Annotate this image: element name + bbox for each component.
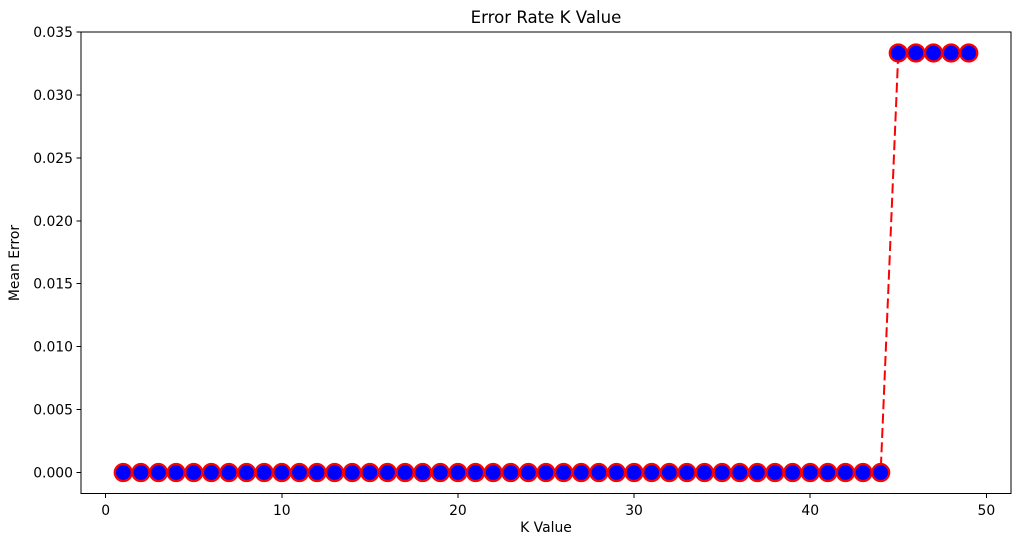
x-tick-label: 20 xyxy=(449,503,467,519)
error-rate-line xyxy=(123,51,969,474)
y-tick-label: 0.015 xyxy=(33,277,73,293)
data-point xyxy=(131,462,151,483)
data-point xyxy=(659,462,679,483)
data-point xyxy=(589,462,609,483)
x-axis-label: K Value xyxy=(520,520,572,536)
data-point xyxy=(800,462,820,483)
data-point xyxy=(941,43,961,63)
data-point xyxy=(166,462,186,483)
data-point xyxy=(853,462,873,483)
x-tick-label: 10 xyxy=(273,503,291,519)
y-tick-label: 0.000 xyxy=(33,466,73,482)
y-tick-label: 0.025 xyxy=(33,151,73,167)
data-point xyxy=(959,43,979,63)
data-point xyxy=(395,462,415,483)
y-tick-label: 0.020 xyxy=(33,214,73,230)
data-point xyxy=(642,462,662,483)
data-point xyxy=(448,462,468,483)
data-point xyxy=(342,462,362,483)
data-point xyxy=(712,462,732,483)
y-axis-label: Mean Error xyxy=(7,225,23,301)
data-point xyxy=(571,462,591,483)
data-point xyxy=(747,462,768,483)
data-point xyxy=(184,462,204,483)
x-tick-label: 40 xyxy=(801,503,819,519)
data-point xyxy=(413,462,433,483)
x-tick-label: 50 xyxy=(977,503,995,519)
data-point xyxy=(818,462,838,483)
data-point xyxy=(113,462,133,483)
data-point xyxy=(430,462,450,483)
data-point xyxy=(254,462,274,483)
data-point xyxy=(624,462,644,483)
data-point xyxy=(201,462,221,483)
data-point xyxy=(236,462,257,483)
data-point xyxy=(730,462,750,483)
data-point xyxy=(694,462,715,483)
data-point xyxy=(377,462,398,483)
data-point xyxy=(219,462,239,483)
data-point xyxy=(483,462,503,483)
data-point xyxy=(272,462,292,483)
data-point xyxy=(360,462,380,483)
chart-title: Error Rate K Value xyxy=(471,8,622,27)
data-point xyxy=(289,462,310,483)
data-point xyxy=(536,462,556,483)
x-tick-label: 30 xyxy=(625,503,643,519)
data-point xyxy=(307,462,327,483)
data-point xyxy=(782,462,803,483)
data-point xyxy=(148,462,169,483)
y-tick-label: 0.010 xyxy=(33,340,73,356)
data-point xyxy=(677,462,697,483)
data-point xyxy=(606,462,627,483)
x-tick-label: 0 xyxy=(101,503,110,519)
data-point xyxy=(871,462,891,483)
y-tick-label: 0.005 xyxy=(33,403,73,419)
data-point xyxy=(324,462,345,483)
data-point xyxy=(923,43,944,63)
y-tick-label: 0.030 xyxy=(33,88,73,104)
data-point xyxy=(465,462,486,483)
data-point xyxy=(765,462,785,483)
data-point xyxy=(906,43,926,63)
data-point xyxy=(835,462,856,483)
data-point xyxy=(553,462,574,483)
data-point xyxy=(888,43,908,63)
y-tick-label: 0.035 xyxy=(33,25,73,41)
data-point xyxy=(518,462,539,483)
data-point xyxy=(501,462,521,483)
axes-frame xyxy=(80,31,1012,494)
